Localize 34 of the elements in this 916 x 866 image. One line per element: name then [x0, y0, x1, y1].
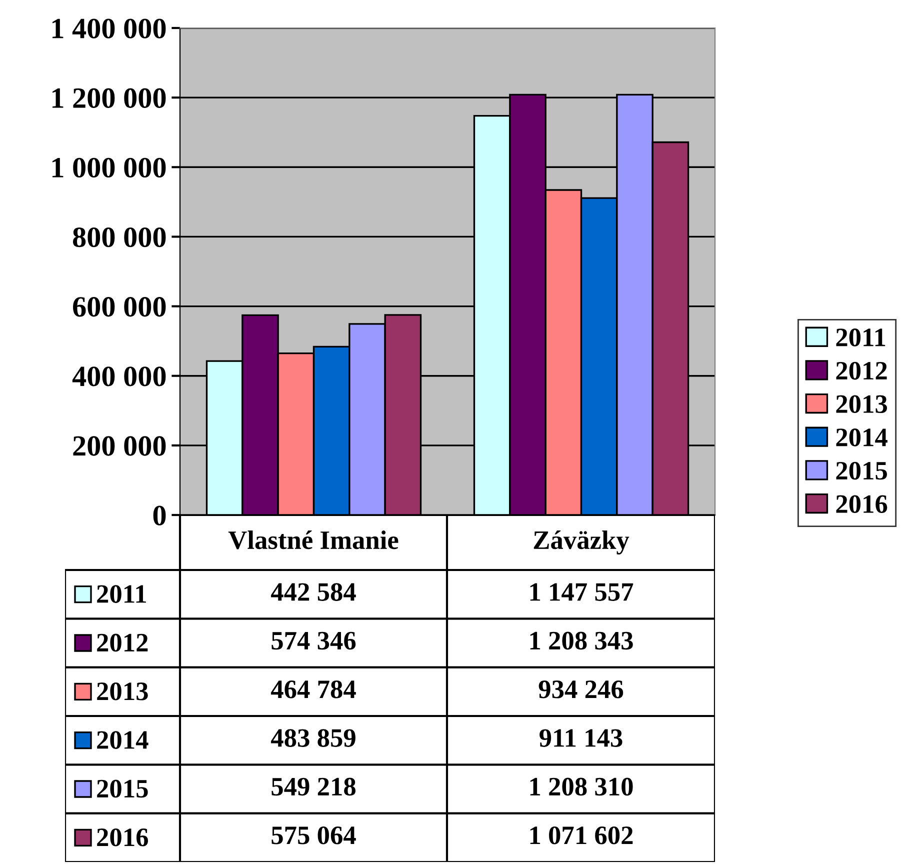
data-label: 442 584: [270, 583, 356, 601]
text: 2014: [97, 731, 148, 749]
y-tick-label: 0: [153, 506, 166, 526]
y-tick-label: 1 400 000: [52, 18, 166, 38]
data-label: 1 071 602: [530, 826, 633, 844]
data-label: 549 218: [272, 778, 356, 796]
text: 2012: [836, 362, 887, 380]
text: 2016: [97, 828, 148, 846]
data-label: 483 859: [270, 729, 356, 747]
x-tick-label: Vlastné Imanie: [228, 530, 398, 550]
data-label: 1 208 310: [530, 778, 633, 796]
data-label: 575 064: [272, 826, 356, 844]
y-tick-label: 1 200 000: [52, 88, 166, 108]
legend-label: 2014: [836, 428, 888, 446]
text: 2013: [836, 395, 888, 414]
legend-label: 2013: [97, 682, 148, 700]
y-tick-label: 1 000 000: [52, 158, 166, 178]
y-tick-label: 200 000: [73, 436, 166, 456]
legend-label: 2015: [836, 462, 887, 480]
text: 2011: [836, 328, 886, 346]
data-label: 574 346: [272, 632, 356, 650]
data-label: 911 143: [540, 729, 622, 747]
y-tick-label: 800 000: [72, 227, 166, 248]
legend-label: 2016: [836, 495, 888, 514]
legend-label: 2011: [97, 585, 146, 603]
data-label: 464 784: [270, 680, 356, 698]
legend-label: 2012: [97, 634, 148, 652]
data-label: 1 147 557: [530, 583, 634, 601]
y-tick-label: 400 000: [72, 366, 166, 386]
data-label: 1 208 343: [530, 632, 633, 650]
data-label: 934 246: [538, 680, 624, 698]
text: 2015: [97, 780, 148, 798]
y-tick-label: 600 000: [73, 297, 166, 317]
x-tick-label: Záväzky: [534, 530, 630, 555]
